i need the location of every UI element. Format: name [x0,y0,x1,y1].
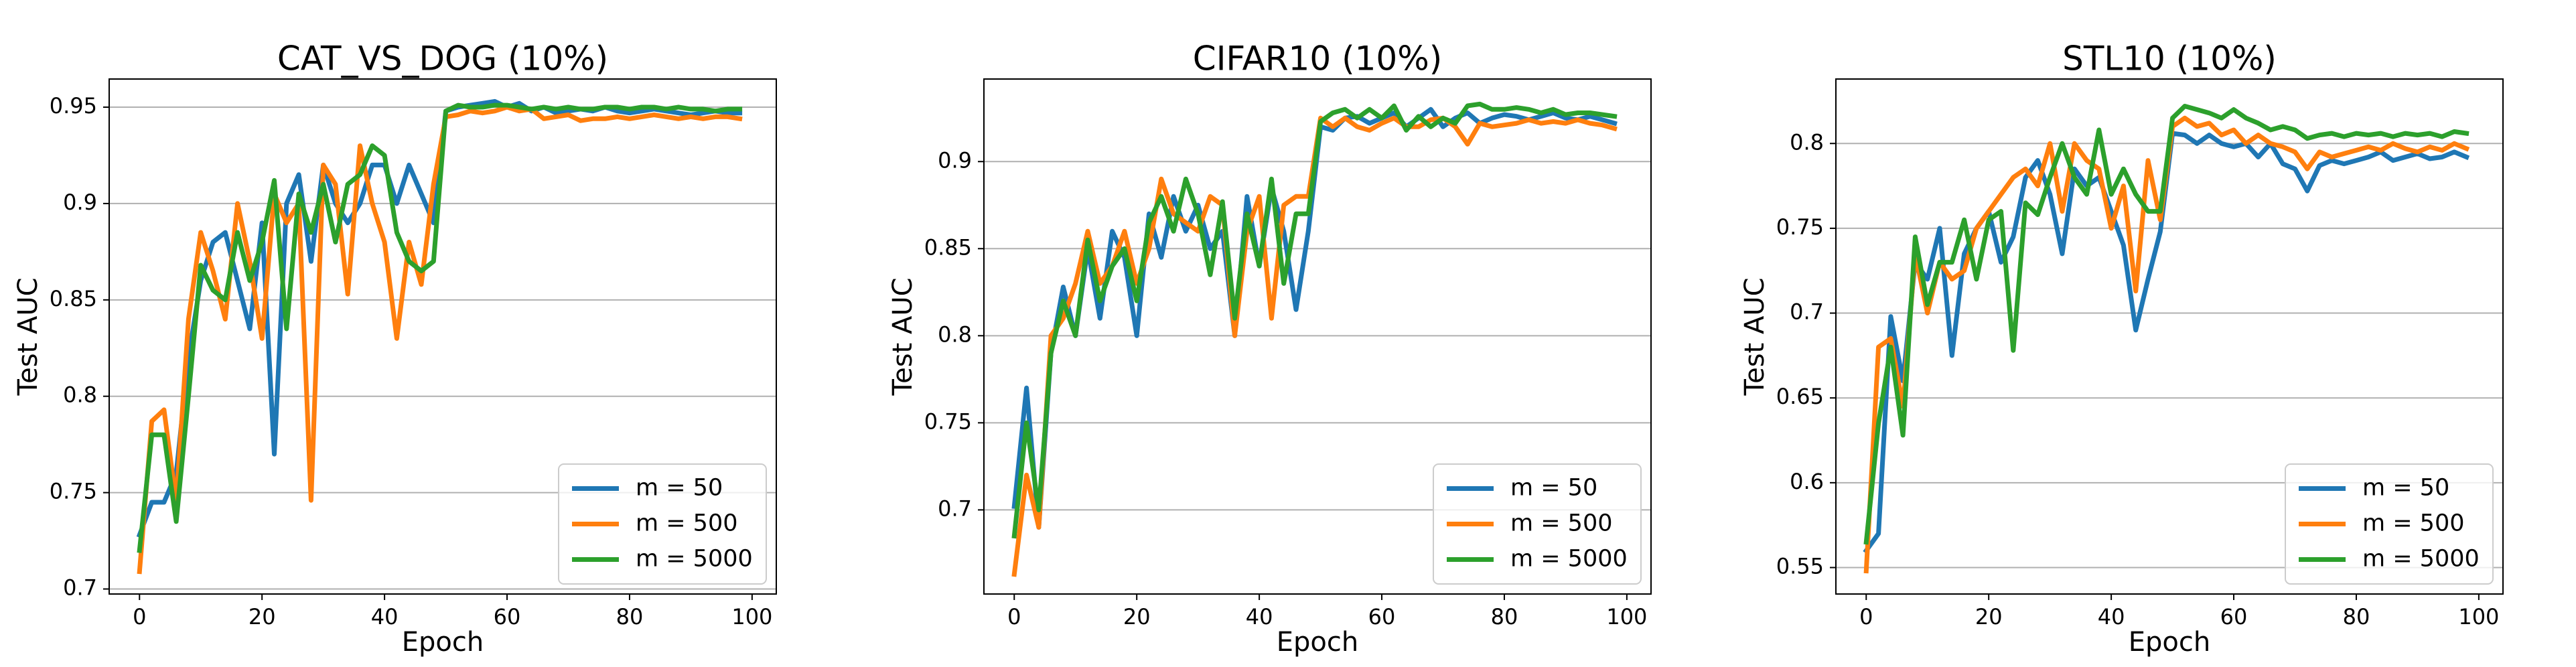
y-tick-label: 0.7 [938,496,972,521]
y-axis-label: Test AUC [1739,277,1770,396]
legend-label: m = 500 [2362,510,2464,537]
y-axis-label: Test AUC [13,277,44,396]
x-tick-label: 40 [1246,604,1273,629]
legend-label: m = 50 [2362,475,2449,502]
legend-label: m = 5000 [1510,546,1628,573]
x-tick-label: 0 [133,604,146,629]
axes-frame [1835,78,2504,595]
data-line [1863,104,2470,545]
chart-title: CIFAR10 (10%) [1193,40,1442,78]
x-tick-label: 40 [2098,604,2125,629]
x-tick-label: 60 [1368,604,1396,629]
legend-label: m = 500 [1510,510,1612,537]
legend-label: m = 5000 [2362,546,2480,573]
x-axis-label: Epoch [1277,627,1358,658]
legend-label: m = 500 [636,510,737,537]
y-axis-label: Test AUC [887,277,918,396]
y-tick-label: 0.85 [924,234,972,260]
y-tick-label: 0.9 [63,190,97,215]
y-tick-label: 0.65 [1776,384,1824,409]
x-axis-label: Epoch [402,627,484,658]
legend-label: m = 50 [1510,475,1597,502]
x-axis-label: Epoch [2129,627,2210,658]
y-tick-label: 0.8 [63,382,97,408]
y-tick-label: 0.75 [924,409,972,434]
chart-title: CAT_VS_DOG (10%) [277,40,608,78]
x-tick-label: 80 [616,604,644,629]
data-line [137,104,743,575]
data-line [1011,101,1618,539]
x-tick-label: 60 [494,604,521,629]
legend-box [1433,463,1642,585]
x-tick-label: 20 [1123,604,1151,629]
x-tick-label: 80 [2343,604,2370,629]
x-tick-label: 0 [1007,604,1021,629]
x-tick-label: 0 [1859,604,1873,629]
x-tick-label: 100 [2458,604,2499,629]
y-tick-label: 0.8 [1790,129,1824,155]
y-tick-label: 0.75 [50,479,97,504]
x-tick-label: 80 [1491,604,1518,629]
x-tick-label: 100 [1606,604,1647,629]
y-tick-label: 0.55 [1776,553,1824,579]
legend-box [2285,463,2494,585]
y-tick-label: 0.7 [63,575,97,601]
legend-label: m = 50 [636,475,723,502]
y-tick-label: 0.9 [938,147,972,173]
x-tick-label: 60 [2220,604,2248,629]
x-tick-label: 20 [248,604,276,629]
x-tick-label: 100 [731,604,772,629]
y-tick-label: 0.6 [1790,469,1824,494]
data-line [137,102,743,553]
legend-label: m = 5000 [636,546,753,573]
x-tick-label: 40 [371,604,399,629]
y-tick-label: 0.7 [1790,299,1824,325]
x-tick-label: 20 [1975,604,2003,629]
y-tick-label: 0.8 [938,321,972,347]
y-tick-label: 0.75 [1776,214,1824,240]
axes-frame [109,78,777,595]
y-tick-label: 0.95 [50,93,97,119]
legend-box [558,463,767,585]
y-tick-label: 0.85 [50,286,97,311]
chart-title: STL10 (10%) [2062,40,2277,78]
axes-frame [983,78,1652,595]
